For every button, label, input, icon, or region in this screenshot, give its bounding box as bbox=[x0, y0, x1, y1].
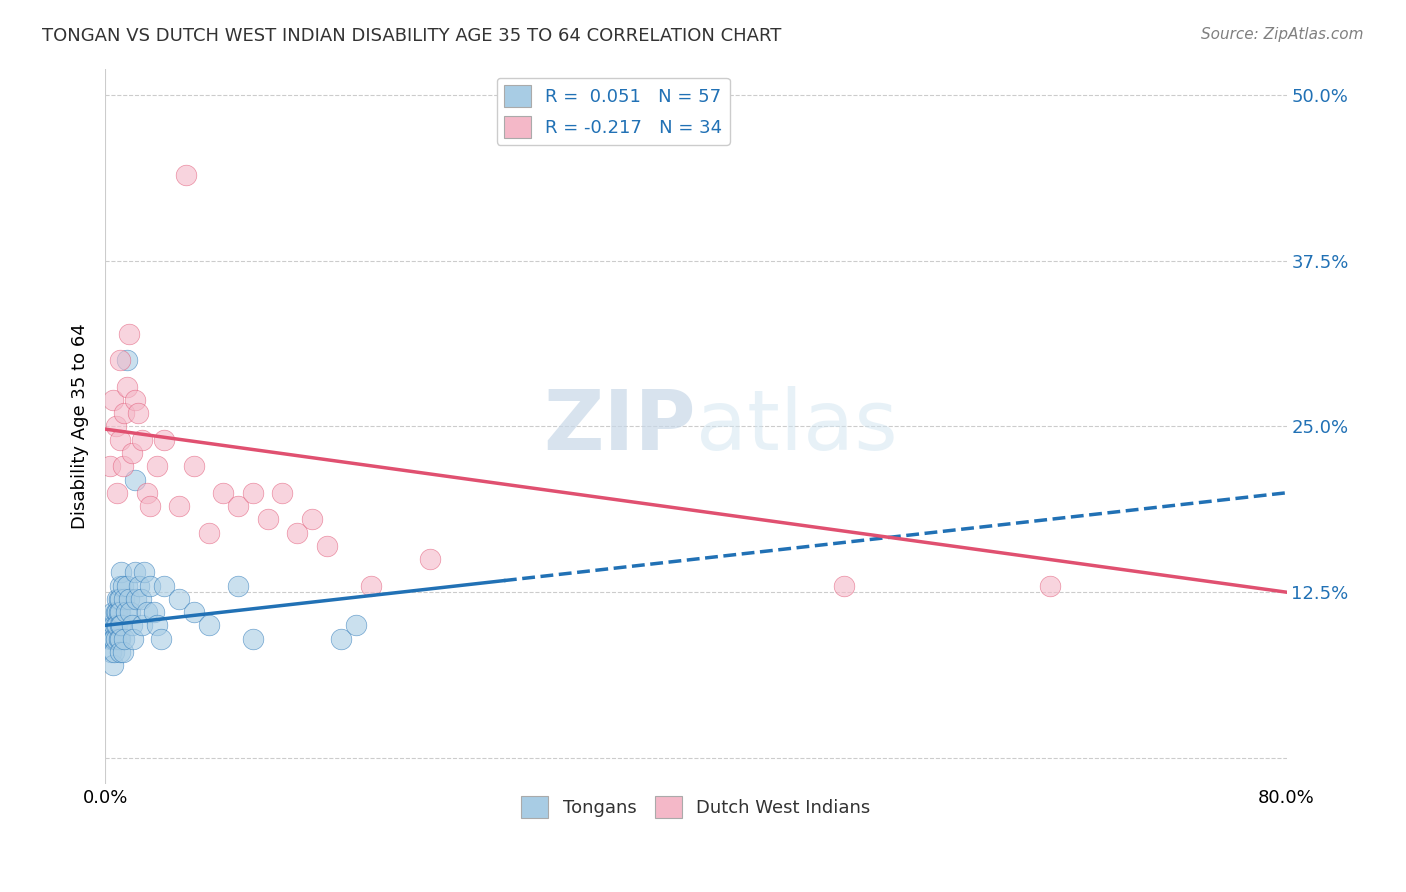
Point bbox=[142, 605, 165, 619]
Point bbox=[120, 605, 142, 619]
Point bbox=[121, 618, 143, 632]
Point bbox=[104, 632, 127, 646]
Point bbox=[103, 632, 125, 646]
Point bbox=[105, 485, 128, 500]
Point bbox=[117, 380, 139, 394]
Point bbox=[226, 578, 249, 592]
Text: atlas: atlas bbox=[696, 386, 897, 467]
Point bbox=[242, 632, 264, 646]
Point bbox=[129, 591, 152, 606]
Point bbox=[108, 433, 131, 447]
Point bbox=[285, 525, 308, 540]
Point bbox=[271, 485, 294, 500]
Point bbox=[111, 578, 134, 592]
Point bbox=[124, 392, 146, 407]
Text: Source: ZipAtlas.com: Source: ZipAtlas.com bbox=[1201, 27, 1364, 42]
Point bbox=[107, 591, 129, 606]
Point bbox=[183, 459, 205, 474]
Point bbox=[256, 512, 278, 526]
Point bbox=[101, 605, 124, 619]
Point bbox=[131, 618, 153, 632]
Point bbox=[242, 485, 264, 500]
Point bbox=[108, 605, 131, 619]
Point bbox=[100, 645, 122, 659]
Point bbox=[122, 632, 145, 646]
Point bbox=[101, 632, 124, 646]
Point bbox=[117, 578, 139, 592]
Point bbox=[125, 591, 148, 606]
Point bbox=[108, 645, 131, 659]
Point bbox=[101, 658, 124, 673]
Point bbox=[832, 578, 855, 592]
Text: ZIP: ZIP bbox=[543, 386, 696, 467]
Point bbox=[128, 578, 150, 592]
Point bbox=[127, 406, 149, 420]
Y-axis label: Disability Age 35 to 64: Disability Age 35 to 64 bbox=[72, 324, 89, 529]
Point bbox=[112, 406, 135, 420]
Point bbox=[419, 552, 441, 566]
Point bbox=[112, 632, 135, 646]
Point bbox=[101, 392, 124, 407]
Point bbox=[153, 433, 176, 447]
Point bbox=[107, 632, 129, 646]
Point bbox=[197, 618, 219, 632]
Point bbox=[138, 578, 160, 592]
Point bbox=[197, 525, 219, 540]
Point bbox=[146, 459, 169, 474]
Point bbox=[108, 632, 131, 646]
Point bbox=[138, 499, 160, 513]
Point bbox=[301, 512, 323, 526]
Point bbox=[107, 605, 129, 619]
Point bbox=[110, 566, 132, 580]
Point bbox=[135, 485, 157, 500]
Point bbox=[104, 605, 127, 619]
Point bbox=[104, 618, 127, 632]
Point bbox=[124, 473, 146, 487]
Point bbox=[344, 618, 367, 632]
Legend: Tongans, Dutch West Indians: Tongans, Dutch West Indians bbox=[515, 789, 877, 825]
Point bbox=[146, 618, 169, 632]
Point bbox=[183, 605, 205, 619]
Point bbox=[103, 618, 125, 632]
Point bbox=[118, 591, 141, 606]
Point bbox=[115, 605, 138, 619]
Point bbox=[131, 433, 153, 447]
Point bbox=[105, 618, 128, 632]
Point bbox=[110, 618, 132, 632]
Point bbox=[212, 485, 235, 500]
Point bbox=[108, 353, 131, 368]
Point bbox=[108, 591, 131, 606]
Point bbox=[118, 326, 141, 341]
Point bbox=[124, 566, 146, 580]
Point bbox=[330, 632, 353, 646]
Point bbox=[176, 168, 198, 182]
Point bbox=[360, 578, 382, 592]
Point bbox=[121, 446, 143, 460]
Point bbox=[104, 419, 127, 434]
Point bbox=[1039, 578, 1062, 592]
Point bbox=[105, 591, 128, 606]
Point bbox=[98, 632, 121, 646]
Point bbox=[315, 539, 337, 553]
Point bbox=[167, 499, 190, 513]
Point bbox=[135, 605, 157, 619]
Point bbox=[111, 459, 134, 474]
Point bbox=[167, 591, 190, 606]
Text: TONGAN VS DUTCH WEST INDIAN DISABILITY AGE 35 TO 64 CORRELATION CHART: TONGAN VS DUTCH WEST INDIAN DISABILITY A… bbox=[42, 27, 782, 45]
Point bbox=[117, 353, 139, 368]
Point bbox=[100, 618, 122, 632]
Point bbox=[111, 645, 134, 659]
Point bbox=[112, 591, 135, 606]
Point bbox=[108, 578, 131, 592]
Point bbox=[98, 459, 121, 474]
Point bbox=[103, 645, 125, 659]
Point bbox=[132, 566, 155, 580]
Point bbox=[150, 632, 173, 646]
Point bbox=[108, 618, 131, 632]
Point bbox=[153, 578, 176, 592]
Point bbox=[226, 499, 249, 513]
Point bbox=[105, 605, 128, 619]
